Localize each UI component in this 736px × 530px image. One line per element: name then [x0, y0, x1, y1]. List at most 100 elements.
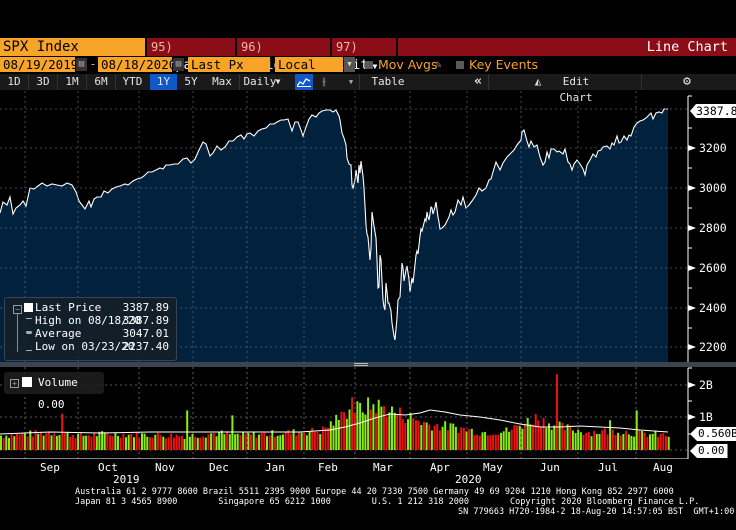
- legend-last-price: Last Price 3387.89: [35, 301, 169, 314]
- y-tick-3200: 3200: [699, 141, 727, 155]
- price-line: [0, 108, 668, 341]
- divider: [396, 38, 398, 56]
- expand-legend-icon[interactable]: +: [10, 379, 19, 388]
- edit-chart-button[interactable]: Edit Chart: [559, 75, 593, 104]
- year-label: 2020: [455, 473, 482, 486]
- period-6m[interactable]: 6M: [94, 75, 108, 88]
- frequency-label: Daily: [243, 75, 277, 88]
- volume-color-swatch[interactable]: [22, 377, 32, 387]
- end-date-field[interactable]: 08/18/2020: [98, 57, 176, 72]
- footer-session-info: SN 779663 H720-1984-2 18-Aug-20 14:57:05…: [458, 507, 735, 517]
- month-label: Jan: [265, 461, 285, 474]
- volume-zero-tag: 0.00: [690, 444, 728, 458]
- period-5y[interactable]: 5Y: [184, 75, 198, 88]
- last-price-tag: 3387.89: [690, 104, 736, 118]
- month-label: Jun: [540, 461, 560, 474]
- candlestick-icon[interactable]: ⫲: [322, 75, 326, 88]
- y-tick-2800: 2800: [699, 221, 727, 235]
- y-tick-2600: 2600: [699, 261, 727, 275]
- divider: [57, 74, 58, 90]
- price-grid: [0, 91, 688, 362]
- month-label: Oct: [98, 461, 118, 474]
- y-tick-3000: 3000: [699, 181, 727, 195]
- divider: [28, 74, 29, 90]
- month-label: Jul: [598, 461, 618, 474]
- price-volume-chart[interactable]: [0, 91, 736, 459]
- collapse-legend-icon[interactable]: −: [13, 305, 22, 314]
- price-legend: − Last Price 3387.89 High on 08/18/20 3387…: [4, 297, 177, 361]
- divider: [488, 74, 489, 90]
- footer-contacts-2: Japan 81 3 4565 8900 Singapore 65 6212 1…: [75, 497, 700, 507]
- divider: [641, 74, 642, 90]
- date-separator: -: [89, 57, 97, 71]
- legend-low: Low on 03/23/20 2237.40: [35, 340, 169, 353]
- currency-selector[interactable]: Local CCY: [275, 57, 343, 87]
- mov-avgs-label[interactable]: Mov Avgs: [378, 57, 438, 72]
- ticker-field[interactable]: SPX Index: [0, 38, 145, 56]
- tree-line: [17, 314, 18, 352]
- edit-number: 97): [336, 40, 358, 54]
- key-events-label[interactable]: Key Events: [469, 57, 538, 72]
- line-chart-icon[interactable]: [295, 74, 313, 90]
- divider: [239, 74, 240, 90]
- period-max[interactable]: Max: [212, 75, 232, 88]
- chart-type-label: Line Chart: [646, 39, 728, 55]
- month-label: Aug: [653, 461, 673, 474]
- price-tick-arrows: [688, 145, 696, 350]
- year-label: 2019: [113, 473, 140, 486]
- period-1y[interactable]: 1Y: [150, 74, 177, 90]
- legend-average: Average 3047.01: [35, 327, 169, 340]
- month-label: Dec: [209, 461, 229, 474]
- month-label: May: [483, 461, 503, 474]
- divider: [86, 74, 87, 90]
- start-date-field[interactable]: 08/19/2019: [0, 57, 78, 72]
- footer-contacts-1: Australia 61 2 9777 8600 Brazil 5511 239…: [75, 487, 674, 497]
- divider: [359, 74, 360, 90]
- key-events-checkbox[interactable]: [456, 61, 464, 69]
- chevron-down-icon[interactable]: ▼: [348, 78, 354, 86]
- collapse-icon[interactable]: «: [474, 74, 482, 89]
- mov-avgs-checkbox[interactable]: [365, 61, 373, 69]
- month-label: Nov: [155, 461, 175, 474]
- divider: [115, 74, 116, 90]
- frequency-dropdown[interactable]: Daily: [240, 74, 280, 90]
- volume-axis: [687, 367, 692, 459]
- period-3d[interactable]: 3D: [36, 75, 50, 88]
- volume-bars: [0, 374, 670, 450]
- month-label: Mar: [373, 461, 393, 474]
- vol-tick-1b: 1B: [699, 410, 713, 424]
- edit-chart-icon: ◭: [534, 75, 542, 88]
- volume-legend: + Volume 0.00: [4, 372, 104, 411]
- period-1d[interactable]: 1D: [7, 75, 21, 88]
- average-marker-icon: [26, 331, 32, 334]
- y-tick-2400: 2400: [699, 301, 727, 315]
- chevron-down-icon: ▼: [372, 62, 378, 71]
- gear-icon[interactable]: ⚙: [683, 74, 691, 89]
- table-button[interactable]: Table: [371, 75, 405, 88]
- high-marker-icon: [26, 318, 32, 319]
- volume-label: Volume 0.00: [38, 376, 78, 411]
- panel-divider: [0, 362, 736, 367]
- field-selector[interactable]: Last Px: [188, 57, 270, 72]
- calendar-icon[interactable]: ▤: [76, 58, 87, 71]
- period-ytd[interactable]: YTD: [122, 75, 143, 88]
- pencil-icon[interactable]: ✎: [435, 58, 442, 71]
- compare-button[interactable]: 95) Compare: [145, 38, 235, 73]
- chevron-down-icon: ▼: [275, 77, 281, 86]
- actions-button[interactable]: 96) Actions▼: [235, 38, 330, 73]
- volume-avg-tag: 0.560B: [690, 427, 736, 441]
- volume-average-line: [0, 409, 669, 435]
- chevron-down-icon[interactable]: ▼: [344, 57, 355, 72]
- edit-button[interactable]: 97) Edit▼: [330, 38, 396, 73]
- month-label: Apr: [430, 461, 450, 474]
- legend-high: High on 08/18/20 3387.89: [35, 314, 169, 327]
- toolbar: [0, 74, 736, 90]
- period-1m[interactable]: 1M: [65, 75, 79, 88]
- series-color-swatch[interactable]: [24, 303, 33, 312]
- month-label: Feb: [318, 461, 338, 474]
- compare-number: 95): [151, 40, 173, 54]
- actions-number: 96): [241, 40, 263, 54]
- calendar-icon[interactable]: ▤: [173, 58, 184, 71]
- vol-tick-2b: 2B: [699, 378, 713, 392]
- y-tick-2200: 2200: [699, 340, 727, 354]
